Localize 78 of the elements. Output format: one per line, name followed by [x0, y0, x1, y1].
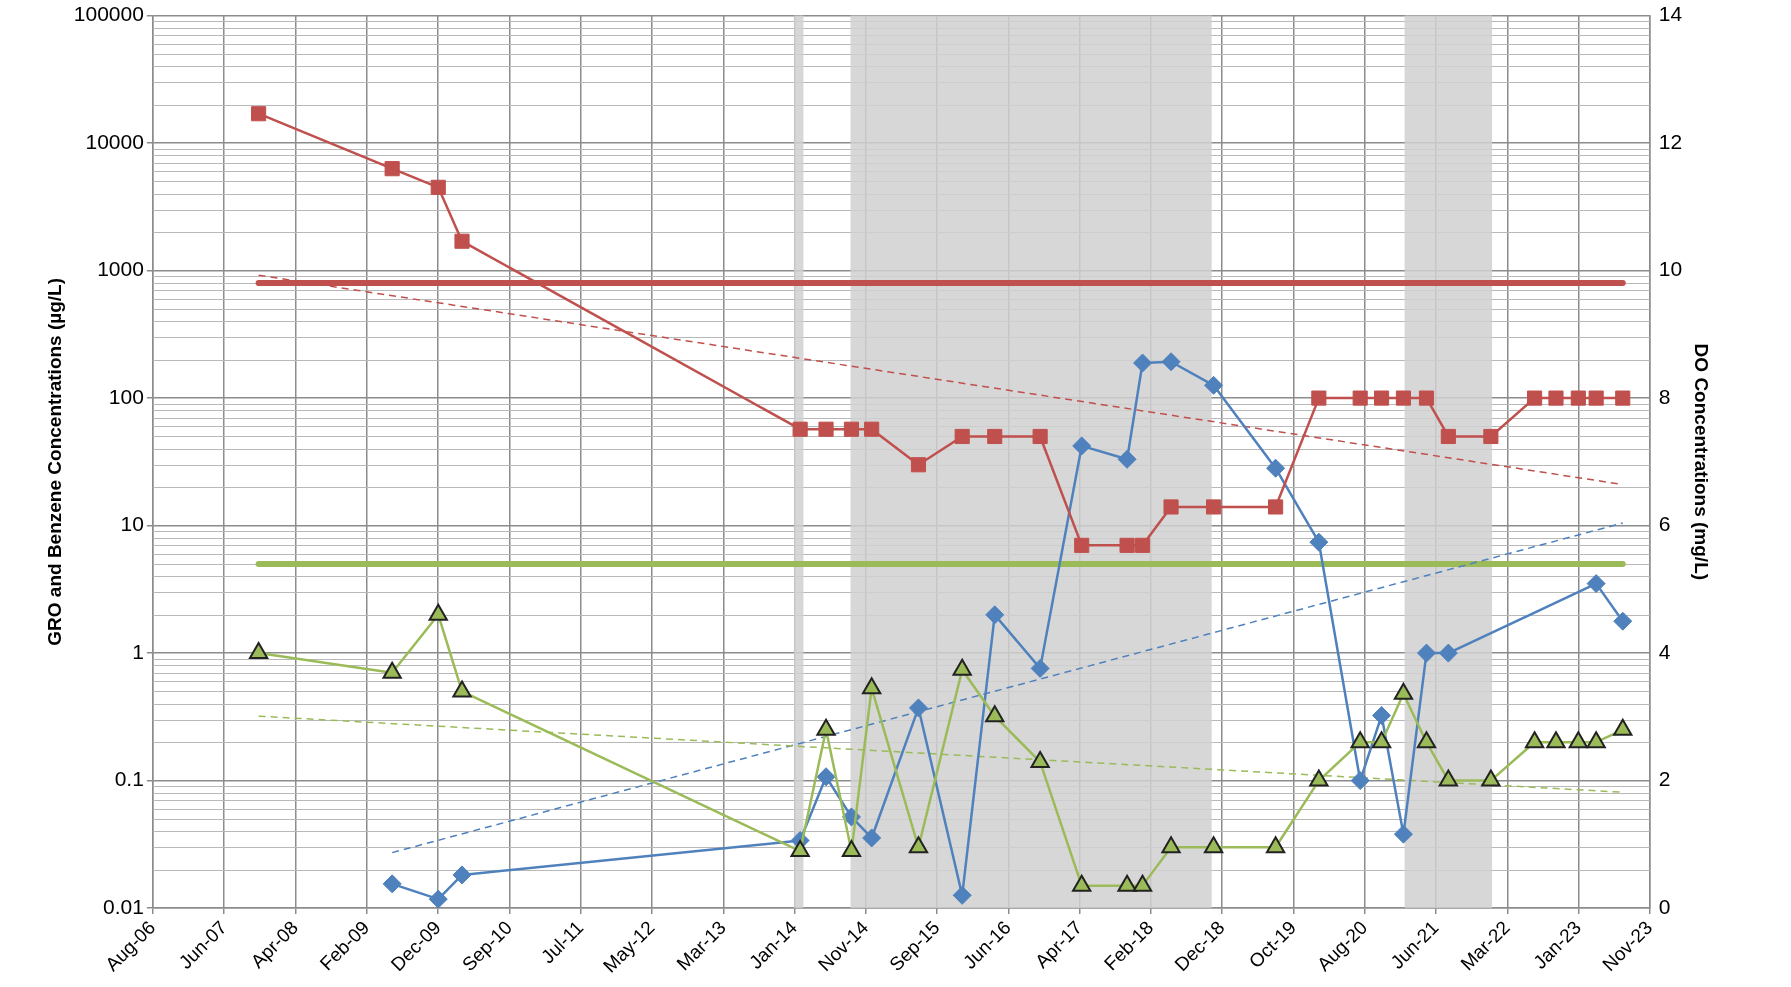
y2-axis-title: DO Concentrations (mg/L) — [1691, 343, 1713, 581]
y2-tick-label: 6 — [1658, 512, 1671, 536]
y-tick-label: 100 — [108, 384, 144, 408]
point — [1350, 731, 1370, 749]
point — [1074, 537, 1090, 553]
point — [1395, 390, 1412, 406]
point — [1206, 499, 1222, 515]
point — [985, 705, 1005, 723]
point — [987, 428, 1003, 445]
y-tick-label: 1000 — [97, 257, 144, 281]
point — [1588, 390, 1604, 406]
point — [1032, 428, 1048, 445]
point — [428, 603, 448, 621]
point — [1119, 537, 1135, 553]
point — [1309, 769, 1329, 787]
point — [251, 106, 267, 122]
point — [1393, 682, 1414, 700]
y-tick-label: 0.1 — [114, 767, 144, 791]
point — [1440, 428, 1456, 445]
point — [1134, 537, 1151, 553]
point — [1371, 731, 1392, 749]
y2-tick-label: 4 — [1658, 639, 1671, 663]
point — [382, 661, 402, 679]
y-tick-label: 0.01 — [103, 894, 144, 918]
point — [818, 421, 834, 437]
point — [1132, 874, 1153, 892]
y2-tick-label: 14 — [1658, 2, 1683, 26]
point — [1481, 769, 1501, 787]
point — [1030, 750, 1050, 768]
point — [1418, 390, 1435, 406]
point — [1163, 499, 1179, 515]
point — [908, 836, 929, 854]
point — [1268, 499, 1284, 515]
point — [1265, 836, 1286, 854]
point — [1586, 731, 1606, 749]
point — [1548, 390, 1564, 406]
point — [1117, 874, 1137, 892]
point — [1161, 836, 1181, 854]
y2-tick-label: 12 — [1658, 129, 1683, 153]
point — [430, 179, 446, 195]
point — [1438, 769, 1459, 787]
point — [1311, 390, 1327, 406]
point — [1615, 390, 1631, 406]
point — [790, 840, 810, 858]
y-tick-label: 1 — [132, 639, 144, 663]
point — [862, 677, 882, 695]
point — [954, 428, 970, 445]
y-axis-title: GRO and Benzene Concentrations (µg/L) — [43, 277, 65, 646]
y-tick-label: 10000 — [85, 129, 144, 153]
point — [952, 658, 972, 676]
point — [1568, 731, 1588, 749]
point — [1570, 390, 1586, 406]
point — [384, 161, 400, 177]
point — [1352, 390, 1368, 406]
point — [1613, 718, 1633, 736]
y-tick-label: 10 — [120, 512, 144, 536]
y-tick-label: 100000 — [73, 2, 144, 26]
y2-tick-label: 0 — [1658, 894, 1671, 918]
y2-tick-label: 10 — [1658, 257, 1683, 281]
y2-tick-label: 2 — [1658, 767, 1671, 791]
point — [816, 718, 836, 736]
point — [1416, 731, 1437, 749]
point — [841, 840, 862, 858]
point — [1072, 874, 1092, 892]
y2-tick-label: 8 — [1658, 384, 1671, 408]
point — [843, 421, 860, 437]
point — [910, 457, 927, 473]
point — [1524, 731, 1545, 749]
point — [1527, 390, 1543, 406]
point — [1483, 428, 1499, 445]
point — [1203, 836, 1224, 854]
point — [248, 642, 269, 660]
point — [1374, 390, 1390, 406]
point — [454, 233, 470, 249]
point — [452, 680, 472, 698]
point — [1546, 731, 1566, 749]
point — [792, 421, 808, 437]
point — [864, 421, 880, 437]
